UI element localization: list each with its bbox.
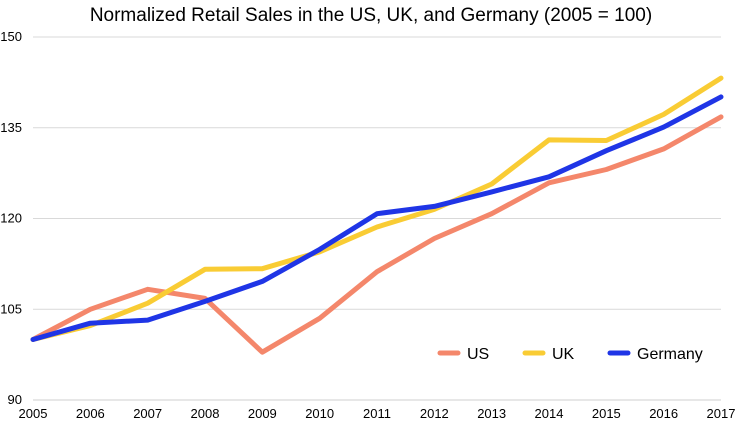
x-tick-label: 2005	[19, 406, 48, 421]
legend-label-uk: UK	[552, 346, 575, 363]
x-tick-label: 2010	[305, 406, 334, 421]
y-tick-label: 150	[0, 29, 22, 44]
y-tick-label: 105	[0, 301, 22, 316]
y-tick-label: 90	[8, 392, 22, 407]
grid	[33, 36, 721, 401]
series-line-germany	[30, 94, 724, 342]
x-tick-label: 2011	[363, 406, 391, 421]
x-tick-label: 2017	[707, 406, 736, 421]
series-line-us	[30, 114, 724, 355]
y-axis-ticks: 90 105 120 135 150	[0, 29, 22, 407]
x-tick-label: 2016	[649, 406, 678, 421]
x-axis-ticks: 2005 2006 2007 2008 2009 2010 2011 2012 2013 2014…	[19, 406, 736, 421]
x-tick-label: 2015	[592, 406, 621, 421]
series-line-uk	[30, 75, 724, 342]
x-tick-label: 2008	[191, 406, 220, 421]
chart-title: Normalized Retail Sales in the US, UK, a…	[90, 5, 652, 26]
x-tick-label: 2006	[76, 406, 105, 421]
x-tick-label: 2007	[133, 406, 162, 421]
y-tick-label: 120	[0, 211, 22, 226]
series-lines	[30, 75, 724, 355]
legend-label-germany: Germany	[637, 346, 703, 363]
x-tick-label: 2012	[420, 406, 449, 421]
x-tick-label: 2009	[248, 406, 277, 421]
legend-label-us: US	[467, 346, 489, 363]
x-tick-label: 2014	[535, 406, 564, 421]
legend: US UK Germany	[437, 346, 703, 363]
x-tick-label: 2013	[477, 406, 506, 421]
y-tick-label: 135	[0, 120, 22, 135]
